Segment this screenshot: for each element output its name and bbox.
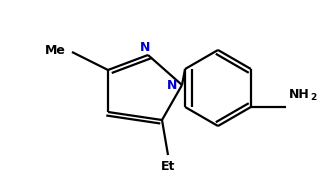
Text: N: N bbox=[167, 79, 177, 92]
Text: Me: Me bbox=[44, 44, 66, 57]
Text: NH: NH bbox=[289, 88, 310, 101]
Text: N: N bbox=[139, 41, 150, 54]
Text: 2: 2 bbox=[311, 93, 317, 102]
Text: Et: Et bbox=[161, 160, 175, 173]
